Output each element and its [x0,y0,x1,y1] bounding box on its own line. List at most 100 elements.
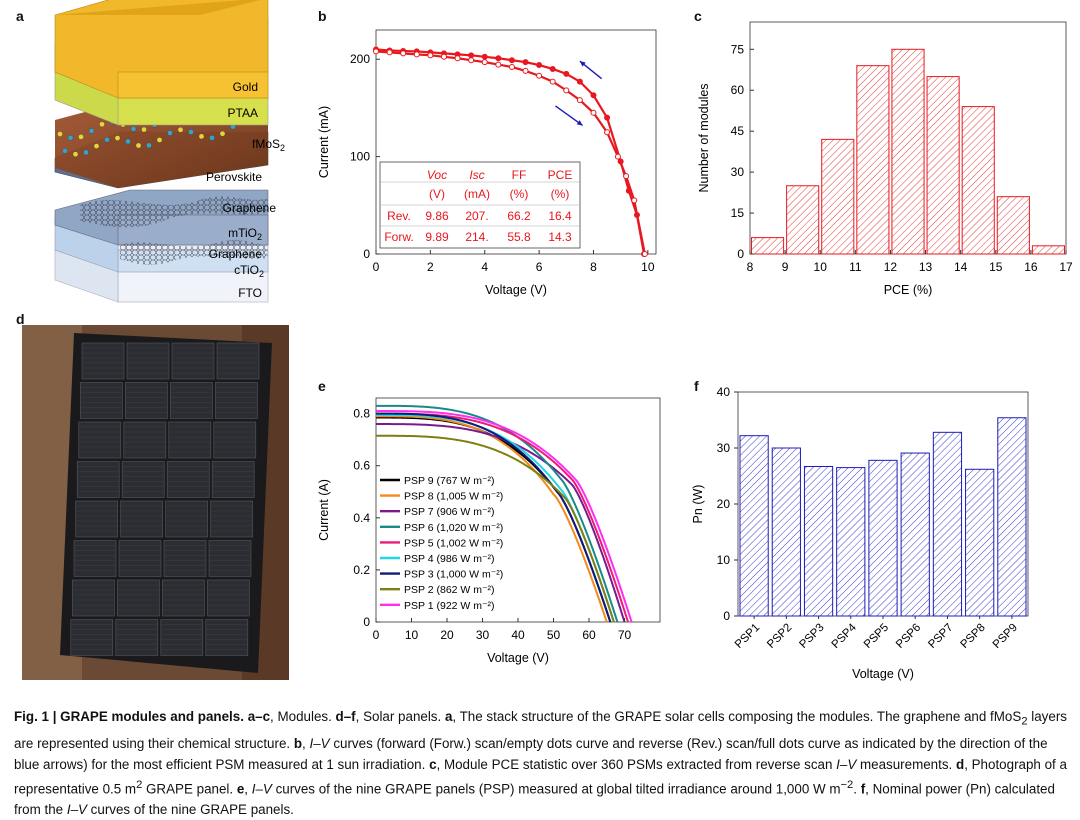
data-point [549,65,556,72]
mos2-atom [104,136,110,143]
table-unit: (V) [429,187,445,201]
panel-cell [125,382,168,419]
caption-text: . [853,781,861,797]
mos2-atom [167,130,173,136]
y-tick-label: 0 [363,615,370,629]
data-point [549,78,556,85]
panel-cell [121,461,165,498]
panel-cell [78,421,122,459]
data-point [495,55,502,62]
histogram-bar [891,48,925,255]
legend-label: PSP 1 (922 W m⁻²) [404,600,495,612]
x-tick-label: 11 [849,260,862,274]
x-axis-label: PCE (%) [884,283,933,297]
x-tick-label: 16 [1024,260,1038,274]
layer-label-fto: FTO [238,286,262,300]
legend-label: PSP 6 (1,020 W m⁻²) [404,522,503,534]
caption-ref: a [444,709,453,724]
table-cell: Forw. [384,230,413,244]
y-tick-label: 30 [717,441,731,455]
chart-e-iv-panels: 0 10 20 30 40 50 60 70 0 0.2 0.4 0.6 0.8 Voltage (V) C… [317,397,661,665]
mos2-atom [198,133,205,140]
x-tick-label: PSP2 [765,622,794,651]
x-tick-label: 0 [373,628,380,642]
x-tick-label: 9 [782,260,789,274]
layer-label-perovskite: Perovskite [206,170,262,184]
panel-cell [118,540,162,577]
panel-cell [211,461,255,498]
y-tick-label: 0.8 [353,407,370,421]
legend-label: PSP 3 (1,000 W m⁻²) [404,569,503,581]
panel-cell [76,461,120,498]
data-point [508,64,515,71]
layer-label-ptaa: PTAA [228,106,258,120]
panel-cell [117,579,160,617]
panel-label-a: a [16,8,24,24]
data-point [576,97,583,104]
y-tick-label: 0 [363,247,370,261]
panel-cell [165,500,208,538]
y-axis-label: Current (mA) [317,106,331,178]
x-tick-label: 8 [747,260,754,274]
panel-cell [80,382,123,419]
mos2-atom [57,131,63,137]
panel-cell [215,382,258,419]
data-point [590,92,597,99]
mos2-atom [125,138,131,145]
x-tick-label: PSP1 [733,622,762,651]
legend-label: PSP 2 (862 W m⁻²) [404,584,495,596]
mos2-atom [141,126,147,133]
x-tick-label: 4 [481,260,488,274]
legend-label: PSP 5 (1,002 W m⁻²) [404,537,503,549]
caption-text: curves of the nine GRAPE panels (PSP) me… [271,781,841,797]
panel-cell [216,342,260,380]
caption-text: GRAPE panel. [142,781,237,797]
y-tick-label: 15 [731,206,745,220]
caption-text: , [244,781,252,797]
caption-italic: I–V [309,735,330,751]
caption-text: , The stack structure of the GRAPE solar… [452,709,1022,724]
table-cell: 9.89 [425,230,449,244]
x-tick-label: 20 [440,628,454,642]
bar [771,447,801,617]
table-cell: 16.4 [548,209,572,223]
y-tick-label: 100 [350,150,370,164]
panel-cell [120,500,163,538]
table-cell: 207. [465,209,488,223]
x-tick-label: 40 [511,628,525,642]
x-tick-label: 10 [405,628,419,642]
layer-label-mtio2-sub: 2 [257,232,262,242]
histogram-bar [821,138,855,255]
chart-f-nominal-power: PSP1 PSP2 PSP3 PSP4 PSP5 PSP6 PSP7 PSP8 PSP9 0 10 2… [691,385,1029,681]
panel-cell [72,579,115,617]
graphene-sheet-upper [80,196,268,228]
mos2-atom [88,128,95,134]
mos2-atom [209,135,215,141]
caption-ref: b [293,735,303,751]
mos2-atom [72,151,79,157]
caption-text: measurements. [856,756,956,772]
table-cell: 14.3 [548,230,572,244]
panel-cell [205,619,249,656]
x-axis-label: Voltage (V) [487,651,549,665]
layer-label-graphene-1: Graphene [223,201,277,215]
panel-cell [162,579,205,617]
scan-arrow [555,105,584,127]
panel-cell [75,500,118,538]
mos2-atom [177,127,184,133]
histogram-bar [786,185,820,255]
table-cell: 9.86 [425,209,449,223]
legend-label: PSP 8 (1,005 W m⁻²) [404,491,503,503]
panel-label-c: c [694,8,702,24]
layer-label-graphene-2: Graphene [209,247,263,261]
panel-cell [208,540,252,577]
data-point [604,129,611,136]
mos2-atom [156,137,163,143]
layer-label-gold: Gold [233,80,258,94]
data-point [536,72,543,79]
x-tick-label: PSP9 [991,622,1020,651]
x-tick-label: 8 [590,260,597,274]
layer-label-mtio2-base: mTiO [228,226,257,240]
data-point [604,114,611,121]
graphene-sheet-lower [120,239,268,265]
